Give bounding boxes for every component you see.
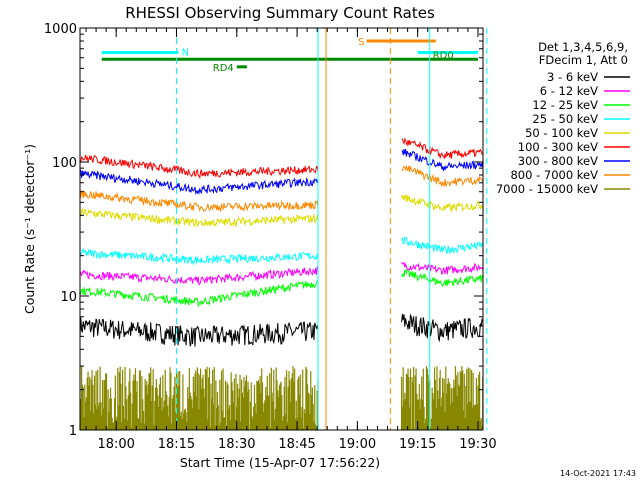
series-0 — [79, 313, 484, 347]
legend-entry-label: 7000 - 15000 keV — [496, 182, 598, 196]
series-trace — [79, 189, 319, 213]
series-6 — [79, 148, 484, 196]
flag-label: N — [181, 47, 188, 58]
series-3 — [79, 236, 484, 266]
series-7 — [79, 165, 484, 213]
series-trace — [401, 137, 484, 160]
y-axis-label: Count Rate (s⁻¹ detector⁻¹) — [22, 144, 37, 314]
event-lines — [175, 28, 488, 430]
x-axis-label: Start Time (15-Apr-07 17:56:22) — [180, 455, 380, 470]
flag-label: S — [358, 37, 364, 48]
flag-label: RD0 — [433, 50, 454, 61]
legend-entry-label: 6 - 12 keV — [540, 84, 598, 98]
series-trace — [79, 265, 319, 286]
x-tick-label: 18:30 — [218, 437, 255, 452]
flag-label: RD4 — [213, 63, 234, 74]
plot-frame — [79, 27, 484, 431]
legend-entry-label: 100 - 300 keV — [518, 140, 598, 154]
series-trace — [79, 317, 319, 347]
y-tick-label: 1 — [69, 424, 77, 439]
legend-entry-label: 3 - 6 keV — [547, 70, 598, 84]
chart-title: RHESSI Observing Summary Count Rates — [125, 4, 435, 22]
series-trace — [401, 236, 484, 255]
series-trace — [401, 313, 484, 343]
series-trace — [79, 154, 319, 180]
series-trace — [79, 169, 319, 196]
series-trace — [401, 269, 484, 288]
series-trace — [401, 148, 484, 172]
series-8 — [79, 366, 484, 430]
series-trace — [401, 165, 484, 188]
y-axis: 1 10 100 1000 — [44, 22, 483, 439]
y-tick-label: 10 — [60, 290, 77, 305]
legend-entry-label: 300 - 800 keV — [518, 154, 598, 168]
x-axis: 18:00 18:15 18:30 18:45 19:00 19:15 19:30 — [85, 28, 497, 452]
x-tick-label: 18:45 — [278, 437, 315, 452]
legend-entry-label: 50 - 100 keV — [525, 126, 598, 140]
footer-timestamp: 14-Oct-2021 17:43 — [560, 469, 636, 478]
series-layer — [79, 137, 484, 430]
series-5 — [79, 137, 484, 180]
y-tick-label: 1000 — [44, 22, 77, 37]
series-trace — [79, 207, 319, 228]
series-2 — [79, 269, 484, 308]
x-tick-label: 19:00 — [339, 437, 376, 452]
series-1 — [79, 261, 484, 286]
series-trace — [401, 261, 484, 275]
series-trace — [79, 280, 319, 308]
flag-bars: N S RD0 RD4 — [101, 37, 478, 74]
x-tick-label: 18:15 — [158, 437, 195, 452]
legend-header: Det 1,3,4,5,6,9, — [538, 40, 628, 54]
x-tick-label: 19:15 — [399, 437, 436, 452]
x-tick-label: 19:30 — [459, 437, 496, 452]
y-tick-label: 100 — [52, 156, 77, 171]
x-tick-label: 18:00 — [97, 437, 134, 452]
legend-header: FDecim 1, Att 0 — [539, 53, 628, 67]
legend-entry-label: 25 - 50 keV — [532, 112, 598, 126]
series-4 — [79, 194, 484, 228]
legend-entry-label: 12 - 25 keV — [532, 98, 598, 112]
legend-entry-label: 800 - 7000 keV — [510, 168, 598, 182]
series-trace — [401, 194, 484, 213]
series-trace — [79, 247, 319, 266]
legend: Det 1,3,4,5,6,9,FDecim 1, Att 0 3 - 6 keV… — [496, 40, 630, 196]
